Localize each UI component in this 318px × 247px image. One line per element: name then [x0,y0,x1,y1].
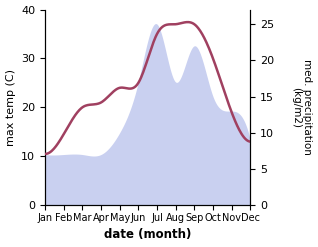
Y-axis label: med. precipitation
(kg/m2): med. precipitation (kg/m2) [291,60,313,155]
Y-axis label: max temp (C): max temp (C) [5,69,16,146]
X-axis label: date (month): date (month) [104,228,191,242]
